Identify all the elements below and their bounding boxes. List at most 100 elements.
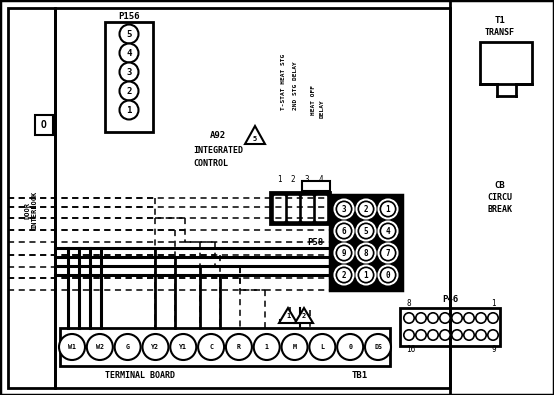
Circle shape: [59, 334, 85, 360]
Circle shape: [87, 334, 113, 360]
Bar: [270, 192, 330, 224]
Circle shape: [198, 334, 224, 360]
Circle shape: [381, 246, 396, 260]
Text: 3: 3: [342, 205, 346, 214]
Polygon shape: [279, 308, 297, 323]
Text: DELAY: DELAY: [320, 99, 325, 118]
Text: 2: 2: [291, 175, 295, 184]
Bar: [330, 195, 402, 290]
Circle shape: [404, 330, 414, 340]
Bar: [55, 8, 450, 388]
Text: W1: W1: [68, 344, 76, 350]
Circle shape: [358, 201, 373, 216]
Text: W2: W2: [96, 344, 104, 350]
Circle shape: [120, 81, 138, 100]
Circle shape: [381, 201, 396, 216]
Circle shape: [281, 334, 307, 360]
Text: 3: 3: [126, 68, 132, 77]
Circle shape: [336, 224, 351, 239]
Circle shape: [378, 199, 398, 218]
Bar: [60, 328, 390, 366]
Text: CIRCU: CIRCU: [488, 192, 512, 201]
Circle shape: [378, 265, 398, 284]
Text: TERMINAL BOARD: TERMINAL BOARD: [105, 371, 175, 380]
Text: 0: 0: [386, 271, 391, 280]
Text: P46: P46: [442, 295, 458, 305]
Text: A92: A92: [210, 130, 226, 139]
Polygon shape: [295, 308, 313, 323]
Text: 1: 1: [276, 175, 281, 184]
Bar: [400, 308, 500, 346]
Circle shape: [357, 222, 376, 241]
Circle shape: [120, 43, 138, 62]
Circle shape: [440, 313, 450, 323]
Text: 2ND STG DELAY: 2ND STG DELAY: [293, 61, 297, 110]
Text: TB1: TB1: [352, 371, 368, 380]
Circle shape: [170, 334, 196, 360]
Bar: [316, 196, 326, 220]
Circle shape: [378, 222, 398, 241]
Text: 4: 4: [126, 49, 132, 58]
Circle shape: [358, 267, 373, 282]
Circle shape: [416, 330, 426, 340]
Text: TRANSF: TRANSF: [485, 28, 515, 36]
Circle shape: [428, 330, 438, 340]
Circle shape: [428, 313, 438, 323]
Circle shape: [452, 313, 462, 323]
Circle shape: [120, 100, 138, 120]
Circle shape: [336, 267, 351, 282]
Text: 5: 5: [126, 30, 132, 38]
Circle shape: [309, 334, 335, 360]
Text: R: R: [237, 344, 241, 350]
Text: 1: 1: [386, 205, 391, 214]
Bar: [288, 196, 298, 220]
Text: C: C: [209, 344, 213, 350]
Circle shape: [381, 224, 396, 239]
Text: 5: 5: [253, 136, 257, 142]
Bar: [274, 196, 284, 220]
Text: 4: 4: [319, 175, 324, 184]
Circle shape: [416, 313, 426, 323]
Circle shape: [336, 246, 351, 260]
Text: BREAK: BREAK: [488, 205, 512, 214]
Text: 8: 8: [363, 248, 368, 258]
Text: 3: 3: [305, 175, 309, 184]
Text: 6: 6: [342, 226, 346, 235]
Text: 1: 1: [363, 271, 368, 280]
Text: 8: 8: [406, 299, 411, 308]
Circle shape: [452, 330, 462, 340]
Text: T1: T1: [495, 15, 505, 24]
Circle shape: [440, 330, 450, 340]
Text: 0: 0: [348, 344, 352, 350]
Circle shape: [115, 334, 141, 360]
Circle shape: [488, 330, 498, 340]
Circle shape: [365, 334, 391, 360]
Text: 4: 4: [386, 226, 391, 235]
Circle shape: [381, 267, 396, 282]
Text: DOOR
INTERLOCK: DOOR INTERLOCK: [24, 191, 38, 229]
Circle shape: [488, 313, 498, 323]
Circle shape: [357, 199, 376, 218]
Circle shape: [120, 62, 138, 81]
Circle shape: [378, 243, 398, 263]
Text: CB: CB: [495, 181, 505, 190]
Circle shape: [357, 243, 376, 263]
Circle shape: [476, 313, 486, 323]
Text: 1: 1: [265, 344, 269, 350]
Text: 1: 1: [286, 313, 290, 319]
Circle shape: [335, 199, 353, 218]
Circle shape: [357, 265, 376, 284]
Text: 9: 9: [491, 346, 496, 354]
Circle shape: [335, 222, 353, 241]
Circle shape: [335, 243, 353, 263]
Bar: [8, 8, 55, 388]
Circle shape: [358, 246, 373, 260]
Circle shape: [120, 24, 138, 43]
Text: 7: 7: [386, 248, 391, 258]
Circle shape: [464, 313, 474, 323]
Circle shape: [254, 334, 280, 360]
Text: Y1: Y1: [179, 344, 187, 350]
Text: 1: 1: [126, 105, 132, 115]
Bar: [302, 196, 312, 220]
Text: T-STAT HEAT STG: T-STAT HEAT STG: [280, 54, 285, 110]
